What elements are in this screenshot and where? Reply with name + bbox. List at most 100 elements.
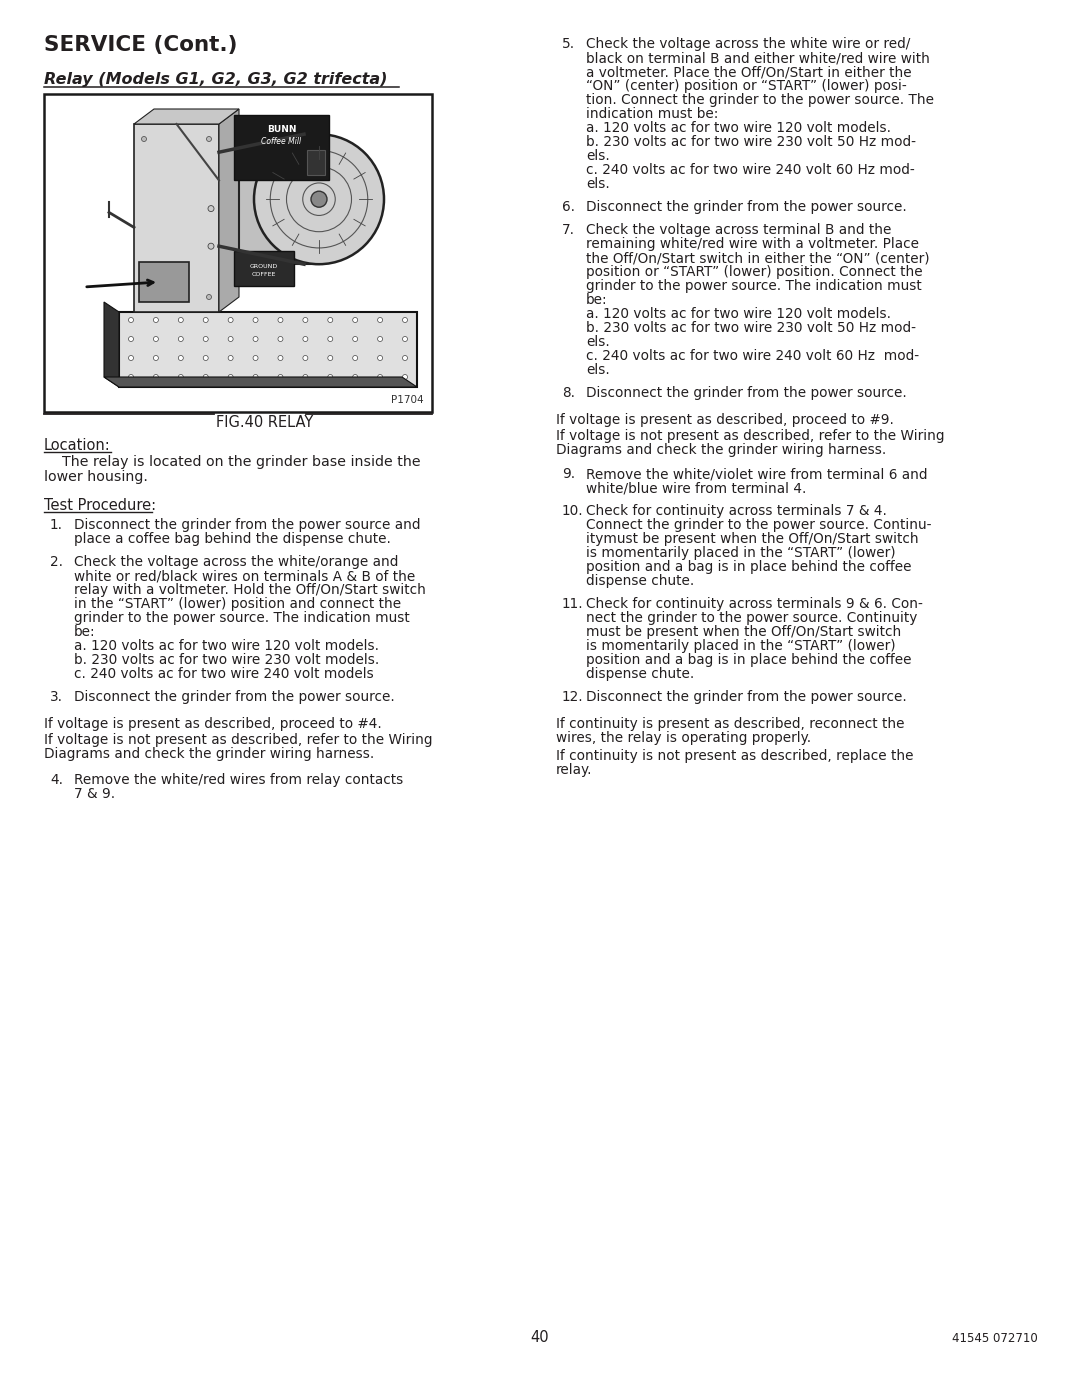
Circle shape	[378, 355, 382, 360]
Circle shape	[302, 337, 308, 341]
Bar	[307, 149, 325, 175]
Circle shape	[203, 317, 208, 323]
Text: in the “START” (lower) position and connect the: in the “START” (lower) position and conn…	[75, 597, 401, 610]
Text: position and a bag is in place behind the coffee: position and a bag is in place behind th…	[586, 560, 912, 574]
Bar	[234, 251, 294, 286]
Circle shape	[403, 355, 407, 360]
Circle shape	[206, 137, 212, 141]
Text: Disconnect the grinder from the power source and: Disconnect the grinder from the power so…	[75, 518, 420, 532]
Circle shape	[327, 337, 333, 341]
Text: 5.: 5.	[562, 36, 576, 52]
Circle shape	[253, 317, 258, 323]
Text: els.: els.	[586, 363, 610, 377]
Circle shape	[178, 355, 184, 360]
Text: Test Procedure:: Test Procedure:	[44, 497, 157, 513]
Text: a. 120 volts ac for two wire 120 volt models.: a. 120 volts ac for two wire 120 volt mo…	[586, 307, 891, 321]
Text: position or “START” (lower) position. Connect the: position or “START” (lower) position. Co…	[586, 265, 922, 279]
Text: 41545 072710: 41545 072710	[953, 1331, 1038, 1345]
Circle shape	[353, 317, 357, 323]
Circle shape	[403, 317, 407, 323]
Circle shape	[141, 137, 147, 141]
Text: 6.: 6.	[562, 200, 575, 214]
Text: BUNN: BUNN	[267, 124, 296, 134]
Polygon shape	[104, 302, 119, 387]
Text: Remove the white/violet wire from terminal 6 and: Remove the white/violet wire from termin…	[586, 467, 928, 481]
Text: Location:: Location:	[44, 439, 111, 453]
Circle shape	[129, 317, 134, 323]
Text: If voltage is present as described, proceed to #4.: If voltage is present as described, proc…	[44, 717, 381, 731]
Circle shape	[327, 374, 333, 380]
Text: If voltage is not present as described, refer to the Wiring: If voltage is not present as described, …	[556, 429, 945, 443]
Text: is momentarily placed in the “START” (lower): is momentarily placed in the “START” (lo…	[586, 546, 895, 560]
Text: Disconnect the grinder from the power source.: Disconnect the grinder from the power so…	[75, 690, 395, 704]
Text: remaining white/red wire with a voltmeter. Place: remaining white/red wire with a voltmete…	[586, 237, 919, 251]
Circle shape	[353, 355, 357, 360]
Circle shape	[254, 134, 384, 264]
Text: If voltage is not present as described, refer to the Wiring: If voltage is not present as described, …	[44, 733, 432, 747]
Text: If voltage is present as described, proceed to #9.: If voltage is present as described, proc…	[556, 414, 894, 427]
Text: relay.: relay.	[556, 763, 593, 777]
Text: Diagrams and check the grinder wiring harness.: Diagrams and check the grinder wiring ha…	[556, 443, 887, 457]
Circle shape	[302, 317, 308, 323]
Text: must be present when the Off/On/Start switch: must be present when the Off/On/Start sw…	[586, 624, 901, 638]
Text: 40: 40	[530, 1330, 550, 1345]
Text: relay with a voltmeter. Hold the Off/On/Start switch: relay with a voltmeter. Hold the Off/On/…	[75, 583, 426, 597]
Circle shape	[327, 355, 333, 360]
Text: Disconnect the grinder from the power source.: Disconnect the grinder from the power so…	[586, 386, 907, 400]
Text: Check the voltage across the white wire or red/: Check the voltage across the white wire …	[586, 36, 910, 52]
Circle shape	[378, 337, 382, 341]
Circle shape	[203, 337, 208, 341]
Text: b. 230 volts ac for two wire 230 volt 50 Hz mod-: b. 230 volts ac for two wire 230 volt 50…	[586, 321, 916, 335]
Text: c. 240 volts ac for two wire 240 volt models: c. 240 volts ac for two wire 240 volt mo…	[75, 666, 374, 680]
Text: els.: els.	[586, 177, 610, 191]
Text: c. 240 volts ac for two wire 240 volt 60 Hz mod-: c. 240 volts ac for two wire 240 volt 60…	[586, 163, 915, 177]
Text: c. 240 volts ac for two wire 240 volt 60 Hz  mod-: c. 240 volts ac for two wire 240 volt 60…	[586, 349, 919, 363]
Text: 11.: 11.	[562, 597, 583, 610]
Circle shape	[129, 374, 134, 380]
Circle shape	[253, 337, 258, 341]
Circle shape	[153, 317, 159, 323]
Text: Disconnect the grinder from the power source.: Disconnect the grinder from the power so…	[586, 200, 907, 214]
Text: be:: be:	[75, 624, 96, 638]
Circle shape	[403, 337, 407, 341]
Text: The relay is located on the grinder base inside the: The relay is located on the grinder base…	[44, 455, 420, 469]
Bar	[134, 124, 219, 312]
Text: 1.: 1.	[50, 518, 63, 532]
Circle shape	[302, 374, 308, 380]
Polygon shape	[134, 109, 239, 124]
Text: Connect the grinder to the power source. Continu-: Connect the grinder to the power source.…	[586, 518, 931, 532]
Circle shape	[228, 374, 233, 380]
Text: grinder to the power source. The indication must: grinder to the power source. The indicat…	[586, 279, 921, 293]
Circle shape	[178, 337, 184, 341]
Text: els.: els.	[586, 149, 610, 163]
Bar	[234, 115, 329, 180]
Text: nect the grinder to the power source. Continuity: nect the grinder to the power source. Co…	[586, 610, 917, 624]
Text: GROUND: GROUND	[249, 264, 279, 270]
Text: tion. Connect the grinder to the power source. The: tion. Connect the grinder to the power s…	[586, 94, 934, 108]
Circle shape	[141, 295, 147, 299]
Text: Remove the white/red wires from relay contacts: Remove the white/red wires from relay co…	[75, 773, 403, 787]
Text: lower housing.: lower housing.	[44, 469, 148, 483]
Text: “ON” (center) position or “START” (lower) posi-: “ON” (center) position or “START” (lower…	[586, 80, 907, 94]
Circle shape	[203, 355, 208, 360]
Text: indication must be:: indication must be:	[586, 108, 718, 122]
Text: 9.: 9.	[562, 467, 576, 481]
Circle shape	[228, 337, 233, 341]
Circle shape	[208, 243, 214, 249]
Text: place a coffee bag behind the dispense chute.: place a coffee bag behind the dispense c…	[75, 532, 391, 546]
Circle shape	[208, 205, 214, 211]
Text: white/blue wire from terminal 4.: white/blue wire from terminal 4.	[586, 481, 807, 495]
Polygon shape	[219, 109, 239, 312]
Text: be:: be:	[586, 293, 608, 307]
Text: black on terminal B and either white/red wire with: black on terminal B and either white/red…	[586, 52, 930, 66]
Circle shape	[378, 317, 382, 323]
Circle shape	[311, 191, 327, 207]
Circle shape	[302, 355, 308, 360]
Text: 10.: 10.	[562, 504, 583, 518]
Text: a. 120 volts ac for two wire 120 volt models.: a. 120 volts ac for two wire 120 volt mo…	[75, 638, 379, 652]
Text: Check the voltage across terminal B and the: Check the voltage across terminal B and …	[586, 224, 891, 237]
Text: 3.: 3.	[50, 690, 63, 704]
Text: itymust be present when the Off/On/Start switch: itymust be present when the Off/On/Start…	[586, 532, 919, 546]
Text: a. 120 volts ac for two wire 120 volt models.: a. 120 volts ac for two wire 120 volt mo…	[586, 122, 891, 136]
Text: grinder to the power source. The indication must: grinder to the power source. The indicat…	[75, 610, 409, 624]
